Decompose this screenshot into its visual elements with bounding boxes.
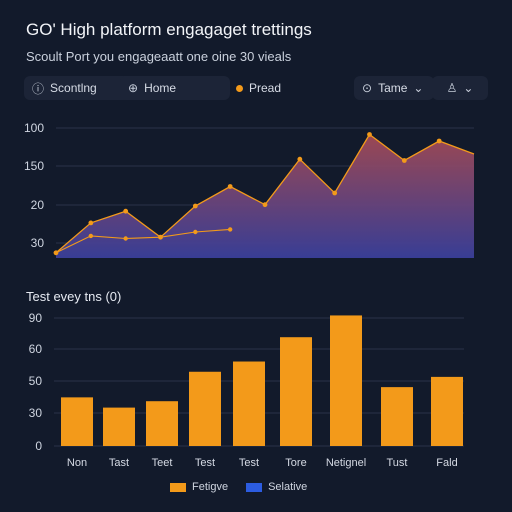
legend-swatch-fetigve: [170, 482, 186, 492]
area-point: [262, 202, 268, 208]
area-point: [401, 158, 407, 163]
page-title: GO' High platform engagaget trettings: [26, 20, 312, 39]
area-point-secondary: [53, 250, 59, 255]
area-point: [367, 132, 372, 137]
legend-item-fetigve[interactable]: Fetigve: [170, 481, 228, 493]
info-filter-label: Scontlng: [50, 81, 97, 95]
area-y-tick-label: 100: [24, 121, 44, 135]
area-point: [88, 220, 94, 226]
home-label: Home: [144, 81, 177, 95]
chart-legend: Fetigve Selative: [170, 481, 307, 493]
home-button[interactable]: ⊕ Home: [120, 76, 230, 100]
area-y-tick-label: 150: [24, 159, 44, 173]
legend-item-selative[interactable]: Selative: [246, 481, 307, 493]
area-point: [227, 184, 233, 189]
legend-label-fetigve: Fetigve: [192, 481, 229, 493]
area-point-secondary: [158, 235, 163, 240]
area-series-line-2: [55, 228, 231, 254]
chevron-down-icon: ⌄: [413, 81, 424, 95]
user-menu[interactable]: ♙ ⌄: [432, 76, 488, 100]
area-point: [192, 203, 198, 209]
area-point: [436, 138, 442, 144]
area-y-tick-label: 20: [31, 198, 45, 212]
legend-swatch-selative: [246, 482, 263, 492]
info-icon: ⓘ: [32, 81, 45, 96]
area-point-secondary: [227, 227, 233, 232]
section-label: Test evey tns (0): [26, 289, 122, 304]
area-points: [53, 132, 442, 256]
toolbar: ⓘ Scontlng ⊕ Home Pread ⊙ Tame ⌄ ♙ ⌄: [20, 76, 492, 100]
area-point-secondary: [88, 233, 94, 239]
page-subtitle: Scoult Port you engageaatt one oine 30 v…: [26, 49, 292, 64]
time-selector[interactable]: ⊙ Tame ⌄: [354, 76, 434, 100]
area-y-ticks: 100 150 20 30: [24, 121, 44, 250]
area-point: [332, 190, 338, 196]
area-fill: [56, 134, 474, 258]
area-point-secondary: [123, 236, 128, 241]
area-point: [123, 208, 129, 214]
legend-label-selative: Selative: [268, 481, 308, 493]
preset-selector[interactable]: Pread: [236, 76, 281, 100]
time-label: Tame: [378, 81, 408, 95]
area-point-secondary: [193, 229, 198, 235]
user-icon: ♙: [446, 81, 458, 95]
user-chevron-icon: ⌄: [463, 81, 474, 95]
preset-dot-icon: [236, 84, 243, 92]
clock-icon: ⊙: [362, 81, 373, 95]
area-point: [297, 156, 303, 162]
area-y-tick-label: 30: [31, 236, 45, 250]
preset-label: Pread: [249, 81, 282, 95]
home-icon: ⊕: [128, 81, 139, 95]
